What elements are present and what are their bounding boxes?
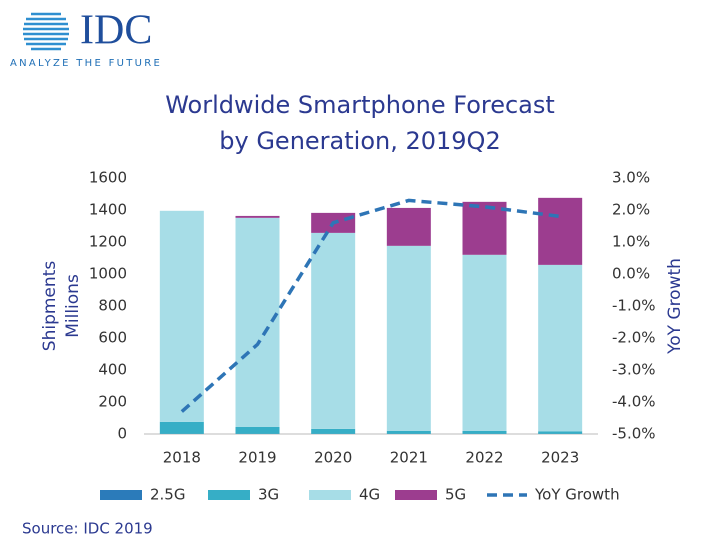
source: Source: IDC 2019 bbox=[22, 520, 153, 538]
bar-segment bbox=[236, 216, 280, 218]
bar-segment bbox=[387, 431, 431, 434]
x-tick-label: 2023 bbox=[541, 449, 579, 467]
x-tick-label: 2018 bbox=[163, 449, 201, 467]
y-axis-title: Millions bbox=[63, 274, 83, 338]
bar-segment bbox=[311, 233, 355, 429]
legend-label: YoY Growth bbox=[534, 486, 620, 504]
legend-swatch bbox=[309, 490, 351, 500]
x-tick-label: 2021 bbox=[390, 449, 428, 467]
x-tick-label: 2020 bbox=[314, 449, 352, 467]
y-tick-label: 1600 bbox=[89, 169, 127, 187]
chart-title: Worldwide Smartphone Forecast bbox=[165, 91, 555, 119]
bar-segment bbox=[538, 198, 582, 265]
y2-tick-label: 2.0% bbox=[612, 201, 650, 219]
bar-segment bbox=[463, 255, 507, 431]
bar-segment bbox=[160, 422, 204, 434]
y2-tick-label: 1.0% bbox=[612, 233, 650, 251]
bar-segment bbox=[538, 265, 582, 431]
y2-tick-label: -1.0% bbox=[612, 297, 656, 315]
bar-segment bbox=[538, 431, 582, 434]
legend-label: 2.5G bbox=[150, 486, 185, 504]
bar-segment bbox=[463, 202, 507, 255]
logo-name: IDC bbox=[80, 8, 152, 54]
y2-axis-title: YoY Growth bbox=[665, 258, 685, 355]
y-tick-label: 0 bbox=[117, 425, 127, 443]
x-tick-label: 2019 bbox=[238, 449, 276, 467]
y-tick-label: 600 bbox=[98, 329, 127, 347]
legend-label: 3G bbox=[258, 486, 279, 504]
legend-swatch bbox=[395, 490, 437, 500]
y-tick-label: 200 bbox=[98, 393, 127, 411]
y2-tick-label: -4.0% bbox=[612, 393, 656, 411]
y2-tick-label: -5.0% bbox=[612, 425, 656, 443]
bar-segment bbox=[463, 431, 507, 434]
bar-segment bbox=[160, 211, 204, 422]
bar-segment bbox=[311, 429, 355, 434]
logo: IDC ANALYZE THE FUTURE bbox=[10, 8, 162, 69]
legend-swatch bbox=[100, 490, 142, 500]
y2-tick-label: -3.0% bbox=[612, 361, 656, 379]
bar-segment bbox=[387, 208, 431, 246]
y-tick-label: 800 bbox=[98, 297, 127, 315]
legend-label: 5G bbox=[445, 486, 466, 504]
y2-tick-label: 3.0% bbox=[612, 169, 650, 187]
bar-segment bbox=[236, 427, 280, 434]
logo-tagline: ANALYZE THE FUTURE bbox=[10, 58, 162, 69]
y2-tick-label: 0.0% bbox=[612, 265, 650, 283]
y-axis-title: Shipments bbox=[40, 261, 60, 352]
chart-title: by Generation, 2019Q2 bbox=[219, 127, 500, 155]
y-tick-label: 400 bbox=[98, 361, 127, 379]
bar-segment bbox=[387, 246, 431, 431]
y-tick-label: 1200 bbox=[89, 233, 127, 251]
x-tick-label: 2022 bbox=[465, 449, 503, 467]
legend-label: 4G bbox=[359, 486, 380, 504]
legend-swatch bbox=[208, 490, 250, 500]
y-tick-label: 1400 bbox=[89, 201, 127, 219]
y-tick-label: 1000 bbox=[89, 265, 127, 283]
y2-tick-label: -2.0% bbox=[612, 329, 656, 347]
